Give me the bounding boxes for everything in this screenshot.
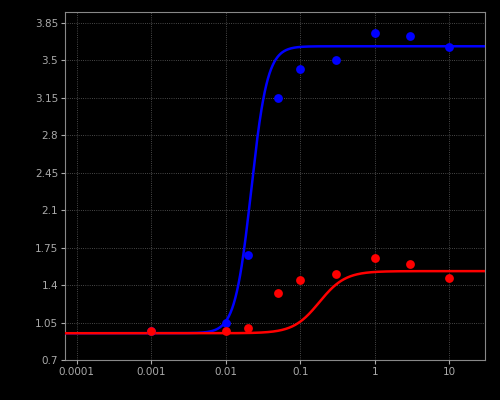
Point	[222, 319, 230, 326]
Point	[147, 328, 155, 334]
Point	[371, 30, 379, 37]
Point	[274, 94, 282, 101]
Point	[371, 255, 379, 262]
Point	[332, 271, 340, 278]
Point	[446, 274, 454, 281]
Point	[244, 325, 252, 331]
Point	[406, 260, 414, 267]
Point	[406, 32, 414, 39]
Point	[244, 252, 252, 258]
Point	[446, 44, 454, 50]
Point	[222, 327, 230, 334]
Point	[296, 66, 304, 72]
Point	[147, 327, 155, 334]
Point	[332, 57, 340, 63]
Point	[296, 276, 304, 283]
Point	[274, 289, 282, 296]
